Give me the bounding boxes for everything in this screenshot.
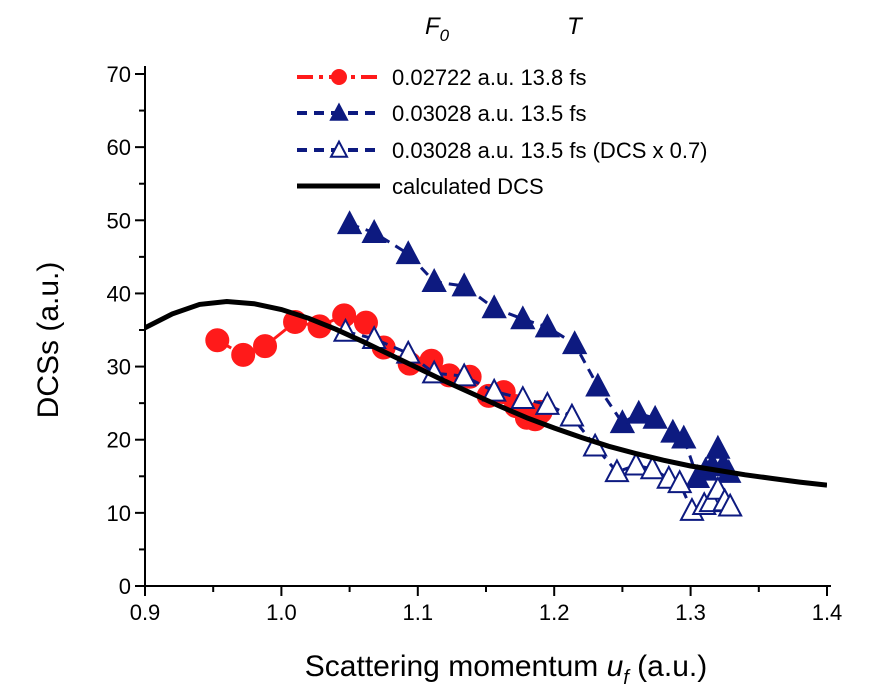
x-tick-label: 1.4 [812,600,843,625]
series-3 [145,298,827,488]
series-0 [205,303,553,432]
data-point [451,272,477,297]
legend-entry-3: calculated DCS [297,174,544,199]
y-tick-label: 10 [107,501,131,526]
legend-marker [331,69,347,85]
data-point [559,402,585,427]
y-tick-label: 0 [119,574,131,599]
y-tick-label: 20 [107,428,131,453]
data-point [395,240,421,265]
x-tick-label: 1.1 [403,600,434,625]
data-point [626,399,652,424]
legend-label: 0.03028 a.u. 13.5 fs (DCS x 0.7) [392,138,708,163]
y-tick-label: 30 [107,355,131,380]
series-layer [145,210,827,521]
data-point [353,310,378,335]
y-axis-title: DCSs (a.u.) [32,262,65,419]
legend-marker [329,139,349,158]
legend-label: 0.02722 a.u. 13.8 fs [392,65,587,90]
calculated-curve [145,298,827,488]
data-point [481,377,507,402]
data-point [510,385,536,409]
data-point [642,404,668,429]
data-point [253,334,278,359]
data-point [667,469,693,494]
data-point [717,492,743,517]
data-point [623,451,649,476]
x-axis-title: Scattering momentum uf (a.u.) [305,650,707,689]
legend-label: 0.03028 a.u. 13.5 fs [392,101,587,126]
data-point [361,219,387,243]
legend-header-t: T [567,13,584,40]
legend-entry-2: 0.03028 a.u. 13.5 fs (DCS x 0.7) [297,138,708,163]
x-tick-label: 0.9 [130,600,161,625]
data-point [205,328,230,353]
legend: F0 T 0.02722 a.u. 13.8 fs 0.03028 a.u. 13.5… [297,13,708,199]
data-point [231,342,256,367]
legend-header-f0: F0 [425,13,450,45]
data-point [561,330,588,355]
axes: 0.9 1.0 1.1 1.2 1.3 1.4 0 10 20 30 40 50 60 70 Scatter… [32,62,842,689]
data-point [481,294,507,319]
legend-label: calculated DCS [392,174,544,199]
y-tick-label: 70 [107,62,131,87]
data-point [421,268,447,292]
y-tick-label: 40 [107,281,131,306]
data-point [705,434,731,459]
data-point [451,362,477,387]
y-tick-label: 50 [107,208,131,233]
data-point [604,458,630,483]
x-tick-label: 1.3 [675,600,706,625]
data-point [671,424,697,449]
x-tick-label: 1.0 [266,600,297,625]
data-point [585,372,611,397]
data-point [534,390,561,415]
data-point [510,305,536,330]
legend-entry-1: 0.03028 a.u. 13.5 fs [297,101,587,126]
legend-entry-0: 0.02722 a.u. 13.8 fs [297,65,587,90]
data-point [336,210,363,235]
legend-marker [329,102,349,121]
data-point [534,313,561,338]
x-tick-label: 1.2 [539,600,570,625]
data-point [639,455,666,480]
y-tick-label: 60 [107,135,131,160]
